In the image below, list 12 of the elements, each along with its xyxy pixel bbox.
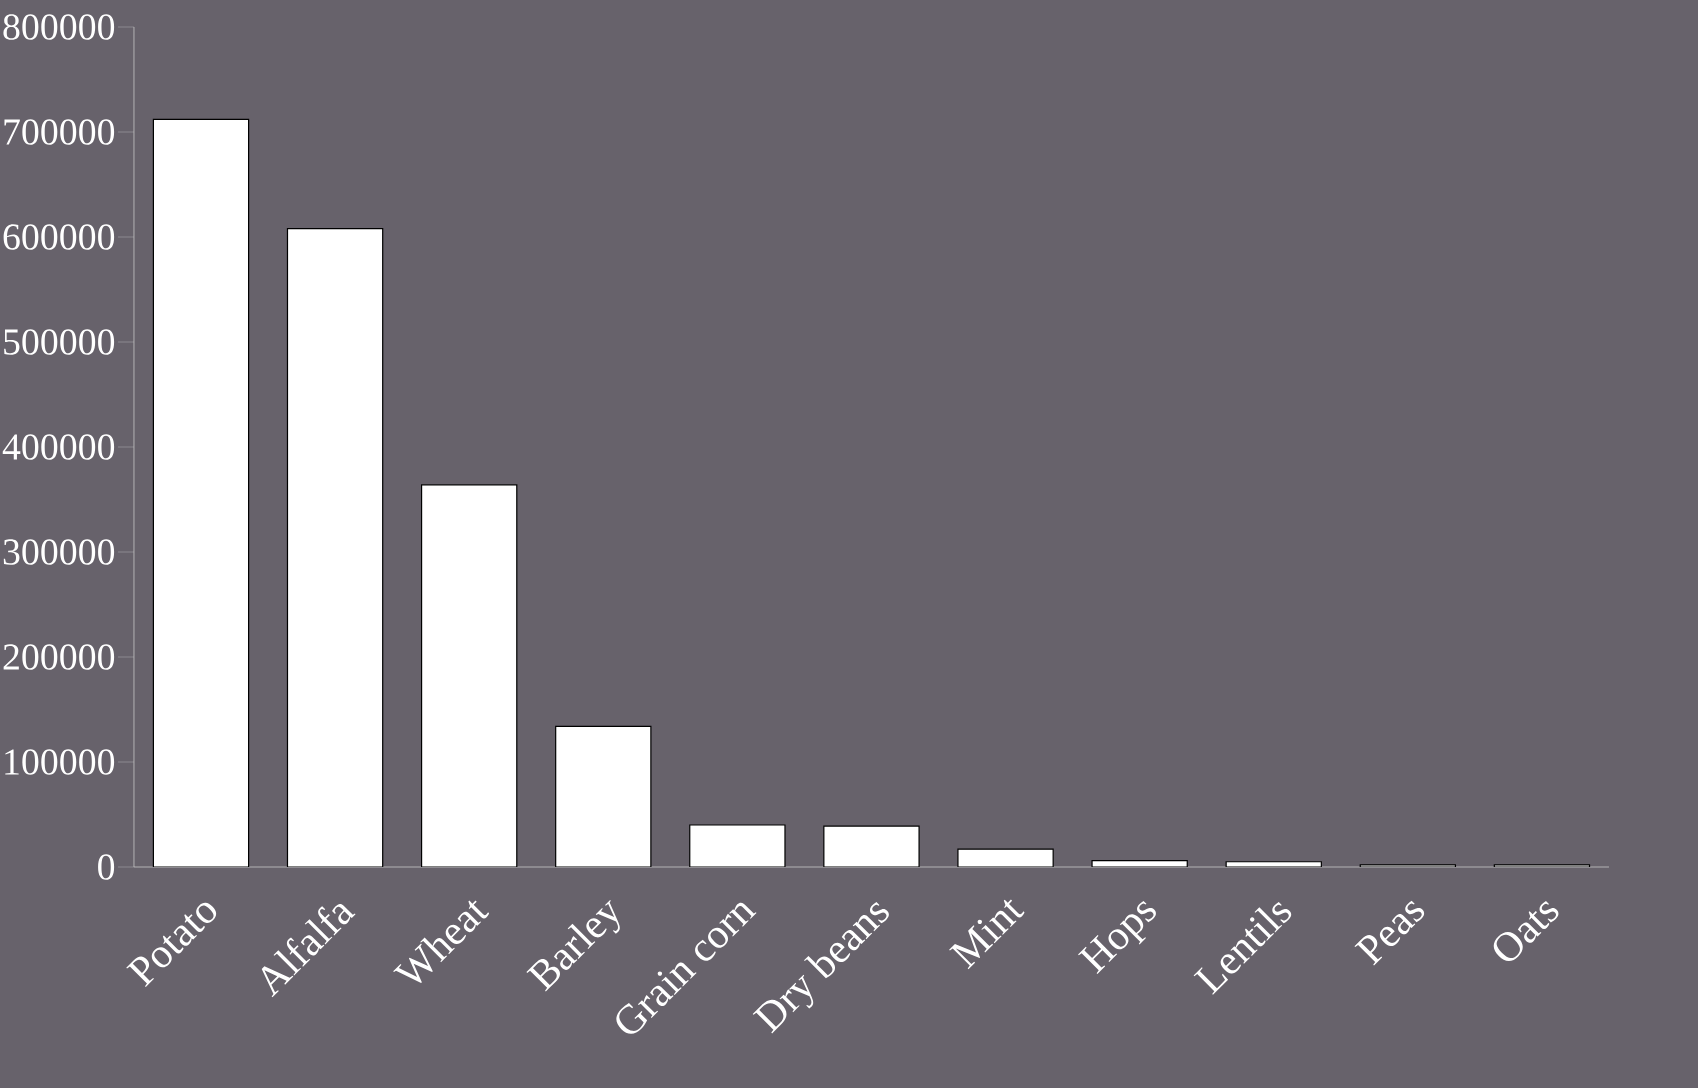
y-tick-label: 300000 <box>3 539 115 565</box>
x-tick-label: Peas <box>1354 900 1425 966</box>
y-tick-label: 100000 <box>5 749 115 775</box>
y-tick-label: 200000 <box>3 644 115 670</box>
y-tick-label: 600000 <box>3 224 115 250</box>
x-tick-label: Mint <box>949 899 1025 970</box>
x-tick-label: Oats <box>1493 901 1559 961</box>
y-tick-label: 400000 <box>2 434 115 460</box>
y-tick-label: 500000 <box>4 329 115 355</box>
y-tick-label: 0 <box>98 854 115 880</box>
y-tick-label: 700000 <box>4 119 115 145</box>
y-tick-label: 800000 <box>3 14 115 40</box>
